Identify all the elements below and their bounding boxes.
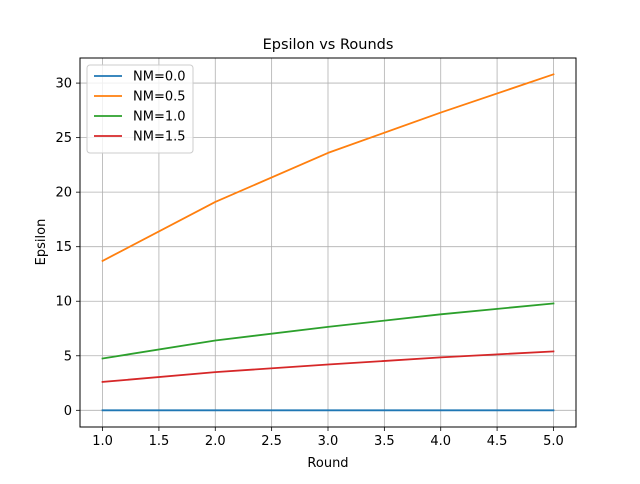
y-tick-label: 10: [55, 295, 72, 310]
y-tick-label: 20: [55, 186, 72, 201]
legend-label-2: NM=1.0: [133, 110, 186, 125]
y-axis-ticks: 0 5 10 15 20 25 30: [55, 77, 80, 419]
series-line-3: [101, 350, 555, 383]
legend: NM=0.0 NM=0.5 NM=1.0 NM=1.5: [86, 64, 194, 154]
y-axis-label: Epsilon: [34, 219, 49, 266]
x-tick-label: 4.0: [430, 434, 451, 449]
x-tick-label: 1.5: [149, 434, 170, 449]
x-tick-label: 3.5: [374, 434, 395, 449]
x-tick-label: 3.0: [318, 434, 339, 449]
series-line-2: [101, 302, 555, 360]
legend-label-0: NM=0.0: [133, 70, 186, 85]
x-tick-label: 5.0: [543, 434, 564, 449]
series-lines: [101, 73, 555, 412]
x-axis-ticks: 1.0 1.5 2.0 2.5 3.0 3.5 4.0 4.5 5.0: [92, 427, 564, 449]
x-axis-label: Round: [307, 456, 348, 471]
legend-box: [86, 64, 194, 154]
legend-items: NM=0.0 NM=0.5 NM=1.0 NM=1.5: [94, 70, 186, 145]
chart-title: Epsilon vs Rounds: [263, 37, 394, 53]
legend-label-3: NM=1.5: [133, 130, 186, 145]
x-tick-label: 1.0: [92, 434, 113, 449]
legend-label-1: NM=0.5: [133, 90, 186, 105]
y-tick-label: 5: [64, 349, 72, 364]
x-tick-label: 2.0: [205, 434, 226, 449]
y-tick-label: 0: [64, 404, 72, 419]
y-tick-label: 15: [55, 240, 72, 255]
y-tick-label: 30: [55, 77, 72, 92]
series-line-1: [101, 73, 555, 263]
grid-lines: [80, 58, 576, 427]
x-tick-label: 2.5: [261, 434, 282, 449]
x-tick-label: 4.5: [487, 434, 508, 449]
y-tick-label: 25: [55, 131, 72, 146]
